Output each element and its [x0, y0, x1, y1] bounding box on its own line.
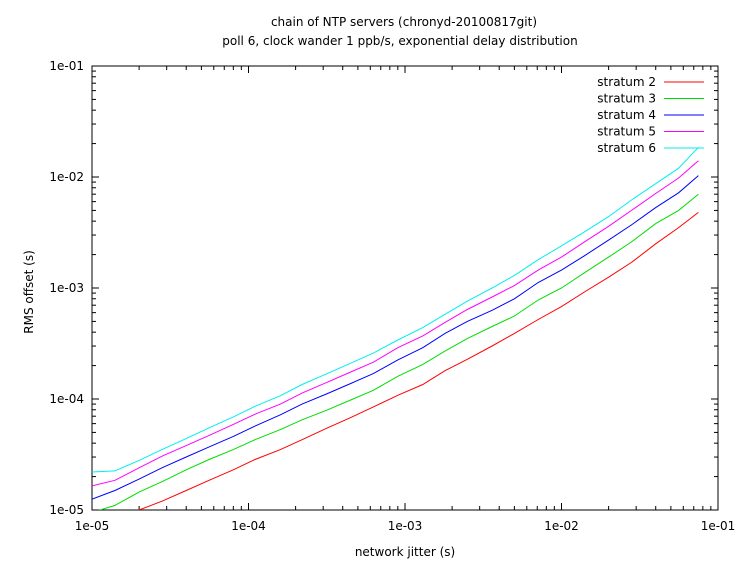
legend: stratum 2 stratum 3 stratum 4 stratum 5 stra…: [597, 75, 704, 155]
series-line-stratum-2: [137, 212, 699, 510]
y-tick-label: 1e-02: [49, 170, 84, 184]
x-tick-label: 1e-04: [231, 519, 266, 533]
legend-label: stratum 6: [597, 141, 656, 155]
y-tick-label: 1e-01: [49, 59, 84, 73]
x-tick-label: 1e-05: [75, 519, 110, 533]
legend-label: stratum 4: [597, 108, 656, 122]
legend-label: stratum 3: [597, 92, 656, 106]
chart-subtitle: poll 6, clock wander 1 ppb/s, exponentia…: [222, 34, 577, 48]
chart-title: chain of NTP servers (chronyd-20100817gi…: [271, 15, 537, 29]
series-line-stratum-6: [92, 146, 699, 473]
tick-labels: 1e-05 1e-04 1e-03 1e-02 1e-01 1e-05 1e-04 1e-03…: [49, 59, 735, 533]
y-tick-label: 1e-05: [49, 503, 84, 517]
x-tick-label: 1e-02: [544, 519, 579, 533]
x-tick-label: 1e-03: [388, 519, 423, 533]
series-line-stratum-3: [98, 193, 699, 510]
legend-label: stratum 2: [597, 75, 656, 89]
y-tick-label: 1e-03: [49, 281, 84, 295]
series-line-stratum-5: [92, 160, 699, 487]
series-line-stratum-4: [92, 175, 699, 500]
x-tick-label: 1e-01: [701, 519, 736, 533]
x-axis-label: network jitter (s): [355, 545, 455, 559]
y-axis-label: RMS offset (s): [22, 250, 36, 334]
legend-label: stratum 5: [597, 125, 656, 139]
axis-ticks: [91, 65, 719, 511]
y-tick-label: 1e-04: [49, 392, 84, 406]
series-lines: [92, 146, 699, 510]
